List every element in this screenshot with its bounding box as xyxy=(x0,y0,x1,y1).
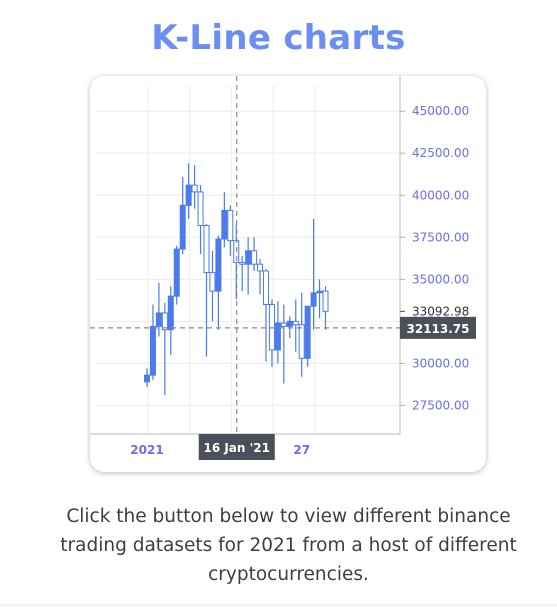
page-title: K-Line charts xyxy=(151,18,406,58)
candle xyxy=(251,237,258,271)
candle xyxy=(292,299,299,352)
candle xyxy=(155,282,162,337)
candle-body-down xyxy=(268,304,275,351)
candle xyxy=(185,163,192,219)
candle-body-down xyxy=(227,209,234,242)
candle xyxy=(215,235,222,330)
footer-divider xyxy=(0,604,557,606)
candle xyxy=(197,185,204,255)
candle xyxy=(149,304,156,381)
y-tick-label: 30000.00 xyxy=(412,356,469,370)
candles xyxy=(144,163,329,396)
candle xyxy=(316,279,323,318)
crosshair-y-label-bg xyxy=(400,316,476,339)
candle-body-up xyxy=(316,290,323,294)
candle-body-down xyxy=(257,263,264,272)
x-tick-label: 27 xyxy=(293,443,310,457)
candle-body-up xyxy=(155,312,162,327)
candle-body-up xyxy=(304,305,311,359)
candle-body-up xyxy=(286,320,293,327)
candle xyxy=(161,302,168,396)
candle xyxy=(322,286,329,330)
y-tick-label: 35000.00 xyxy=(412,272,469,286)
candle-body-up xyxy=(144,374,150,383)
candle xyxy=(280,304,287,384)
candle xyxy=(286,316,293,339)
crosshair-x-label-bg xyxy=(198,434,275,460)
candle-body-down xyxy=(292,320,299,326)
candle-body-down xyxy=(197,191,204,227)
candle xyxy=(233,223,240,300)
candle-body-down xyxy=(191,184,198,193)
y-tick-label: 27500.00 xyxy=(412,398,469,412)
candle-body-up xyxy=(179,204,186,250)
candle xyxy=(263,269,269,362)
candle xyxy=(268,299,275,367)
candle-body-down xyxy=(263,270,269,306)
candle-body-down xyxy=(298,324,305,359)
candle-body-up xyxy=(167,295,174,331)
candle xyxy=(274,301,281,364)
candle xyxy=(144,368,150,387)
candle-body-up xyxy=(310,292,317,307)
candle-body-down xyxy=(209,272,216,292)
x-tick-label: 2021 xyxy=(130,443,163,457)
candle xyxy=(209,250,216,322)
page-description: Click the button below to view different… xyxy=(60,506,517,585)
candle xyxy=(191,165,198,209)
kline-chart-card[interactable]: 45000.00 42500.00 40000.00 37500.00 35000.00… xyxy=(90,76,486,472)
candle-body-down xyxy=(161,312,168,331)
candle xyxy=(227,205,234,256)
candle-body-up xyxy=(149,325,156,376)
kline-chart[interactable]: 45000.00 42500.00 40000.00 37500.00 35000.00… xyxy=(90,76,486,472)
crosshair-x-label: 16 Jan '21 xyxy=(203,441,270,455)
candle-body-up xyxy=(274,322,281,351)
crosshair-y-label: 32113.75 xyxy=(406,322,469,336)
candle-body-up xyxy=(245,250,252,265)
chart-axes: 45000.00 42500.00 40000.00 37500.00 35000.00… xyxy=(90,76,469,457)
candle-body-up xyxy=(215,238,222,292)
candle xyxy=(203,223,210,357)
candle xyxy=(239,255,246,292)
candle-body-up xyxy=(221,209,228,240)
candle xyxy=(167,286,174,355)
y-tick-label: 37500.00 xyxy=(412,230,469,244)
y-tick-label: 40000.00 xyxy=(412,188,469,202)
candle-body-down xyxy=(280,322,287,327)
candle xyxy=(298,292,305,377)
candle xyxy=(310,218,317,330)
y-tick-label: 42500.00 xyxy=(412,146,469,160)
candle-body-down xyxy=(251,250,258,265)
candle-body-down xyxy=(203,225,210,274)
chart-crosshair: 33092.98 32113.75 16 Jan '21 xyxy=(90,76,476,460)
last-price-label: 33092.98 xyxy=(412,304,469,318)
candle xyxy=(304,305,311,367)
candle-body-up xyxy=(185,184,192,206)
candle xyxy=(221,191,228,248)
candle-body-down xyxy=(239,262,246,265)
candle xyxy=(173,245,180,305)
candle-body-up xyxy=(173,248,180,297)
candle xyxy=(245,237,252,295)
candle xyxy=(179,176,186,255)
candle-body-down xyxy=(322,290,329,312)
candle xyxy=(257,259,264,295)
y-tick-label: 45000.00 xyxy=(412,104,469,118)
